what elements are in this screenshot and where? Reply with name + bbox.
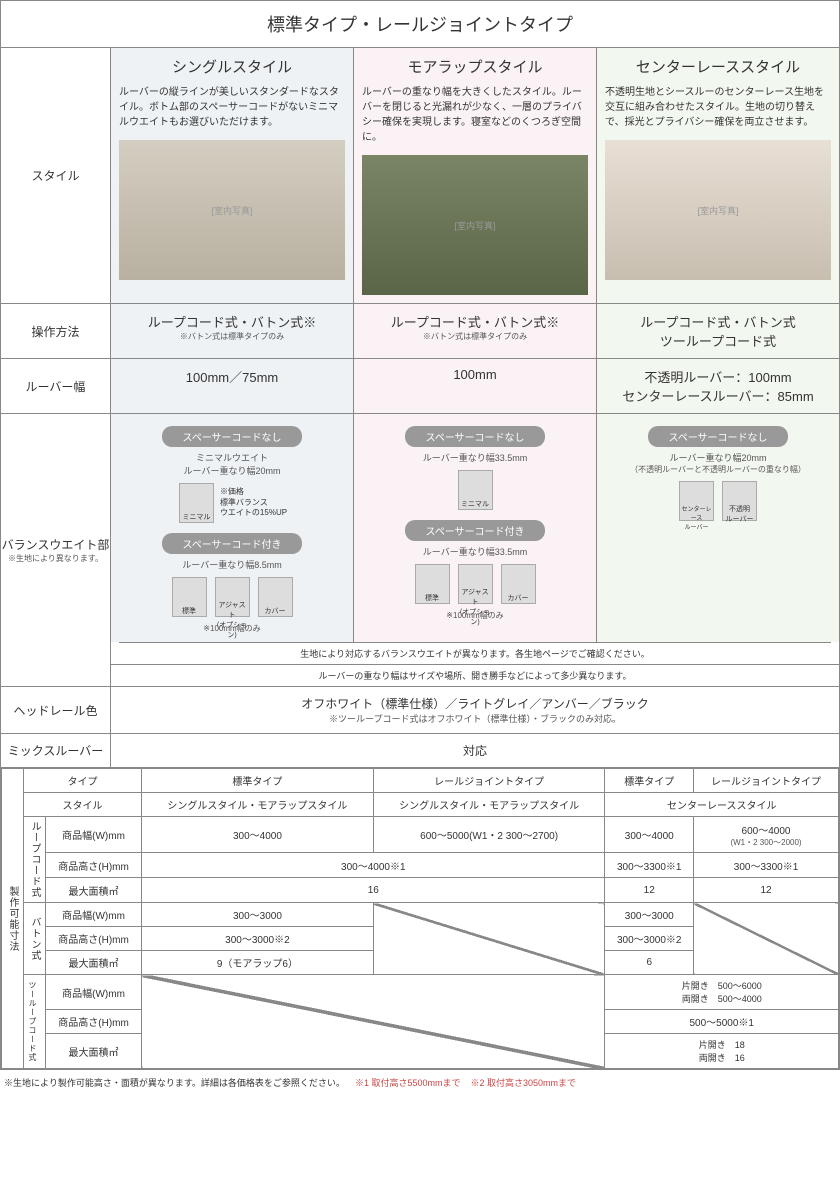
style-label: スタイル xyxy=(1,48,111,303)
na-cell xyxy=(142,975,605,1069)
op-c: ループコード式・バトン式ツーループコード式 xyxy=(597,304,839,358)
balance-a: スペーサーコードなし ミニマルウエイト ルーバー重なり幅20mm ミニマル※価格… xyxy=(111,414,354,642)
page-title: 標準タイプ・レールジョイントタイプ xyxy=(1,1,839,48)
style-col-a: シングルスタイル ルーバーの縦ラインが美しいスタンダードなスタイル。ボトム部のス… xyxy=(111,48,354,303)
style-a-name: シングルスタイル xyxy=(119,56,345,77)
style-c-name: センターレーススタイル xyxy=(605,56,831,77)
louver-a: 100mm／75mm xyxy=(111,359,354,413)
style-b-name: モアラップスタイル xyxy=(362,56,588,77)
style-col-c: センターレーススタイル 不透明生地とシースルーのセンターレース生地を交互に組み合… xyxy=(597,48,839,303)
balance-label: バランスウエイト部 ※生地により異なります。 xyxy=(1,414,111,686)
balance-row: バランスウエイト部 ※生地により異なります。 スペーサーコードなし ミニマルウエ… xyxy=(1,414,839,687)
style-col-b: モアラップスタイル ルーバーの重なり幅を大きくしたスタイル。ルーバーを閉じると光… xyxy=(354,48,597,303)
style-c-desc: 不透明生地とシースルーのセンターレース生地を交互に組み合わせたスタイル。生地の切… xyxy=(605,85,831,130)
balance-band1: 生地により対応するバランスウエイトが異なります。各生地ページでご確認ください。 xyxy=(119,642,831,664)
headrail-row: ヘッドレール色 オフホワイト（標準仕様）／ライトグレイ／アンバー／ブラック ※ツ… xyxy=(1,687,839,734)
balance-c: スペーサーコードなし ルーバー重なり幅20mm （不透明ルーバーと不透明ルーバー… xyxy=(597,414,839,642)
louver-b: 100mm xyxy=(354,359,597,413)
style-a-desc: ルーバーの縦ラインが美しいスタンダードなスタイル。ボトム部のスペーサーコードがな… xyxy=(119,85,345,130)
op-b: ループコード式・バトン式※※バトン式は標準タイプのみ xyxy=(354,304,597,358)
comparison-page: 標準タイプ・レールジョイントタイプ スタイル シングルスタイル ルーバーの縦ライ… xyxy=(0,0,840,1070)
headrail-label: ヘッドレール色 xyxy=(1,687,111,733)
style-c-photo: [室内写真] xyxy=(605,140,831,280)
style-row: スタイル シングルスタイル ルーバーの縦ラインが美しいスタンダードなスタイル。ボ… xyxy=(1,48,839,304)
spec-table: 製作可能寸法 タイプ 標準タイプ レールジョイントタイプ 標準タイプ レールジョ… xyxy=(1,768,839,1069)
style-a-photo: [室内写真] xyxy=(119,140,345,280)
footer-notes: ※生地により製作可能高さ・面積が異なります。詳細は各価格表をご参照ください。 ※… xyxy=(0,1070,840,1095)
balance-band2: ルーバーの重なり幅はサイズや場所、開き勝手などによって多少異なります。 xyxy=(111,664,839,686)
mix-label: ミックスルーバー xyxy=(1,734,111,767)
na-cell xyxy=(373,903,605,975)
balance-b: スペーサーコードなし ルーバー重なり幅33.5mm ミニマル スペーサーコード付… xyxy=(354,414,597,642)
louver-label: ルーバー幅 xyxy=(1,359,111,413)
louver-row: ルーバー幅 100mm／75mm 100mm 不透明ルーバー：100mmセンター… xyxy=(1,359,839,414)
op-label: 操作方法 xyxy=(1,304,111,358)
louver-c: 不透明ルーバー：100mmセンターレースルーバー：85mm xyxy=(597,359,839,413)
op-a: ループコード式・バトン式※※バトン式は標準タイプのみ xyxy=(111,304,354,358)
box-minimal: ミニマル xyxy=(179,483,214,523)
operation-row: 操作方法 ループコード式・バトン式※※バトン式は標準タイプのみ ループコード式・… xyxy=(1,304,839,359)
mix-row: ミックスルーバー 対応 xyxy=(1,734,839,768)
style-b-desc: ルーバーの重なり幅を大きくしたスタイル。ルーバーを閉じると光漏れが少なく、一層の… xyxy=(362,85,588,145)
na-cell xyxy=(694,903,839,975)
style-b-photo: [室内写真] xyxy=(362,155,588,295)
